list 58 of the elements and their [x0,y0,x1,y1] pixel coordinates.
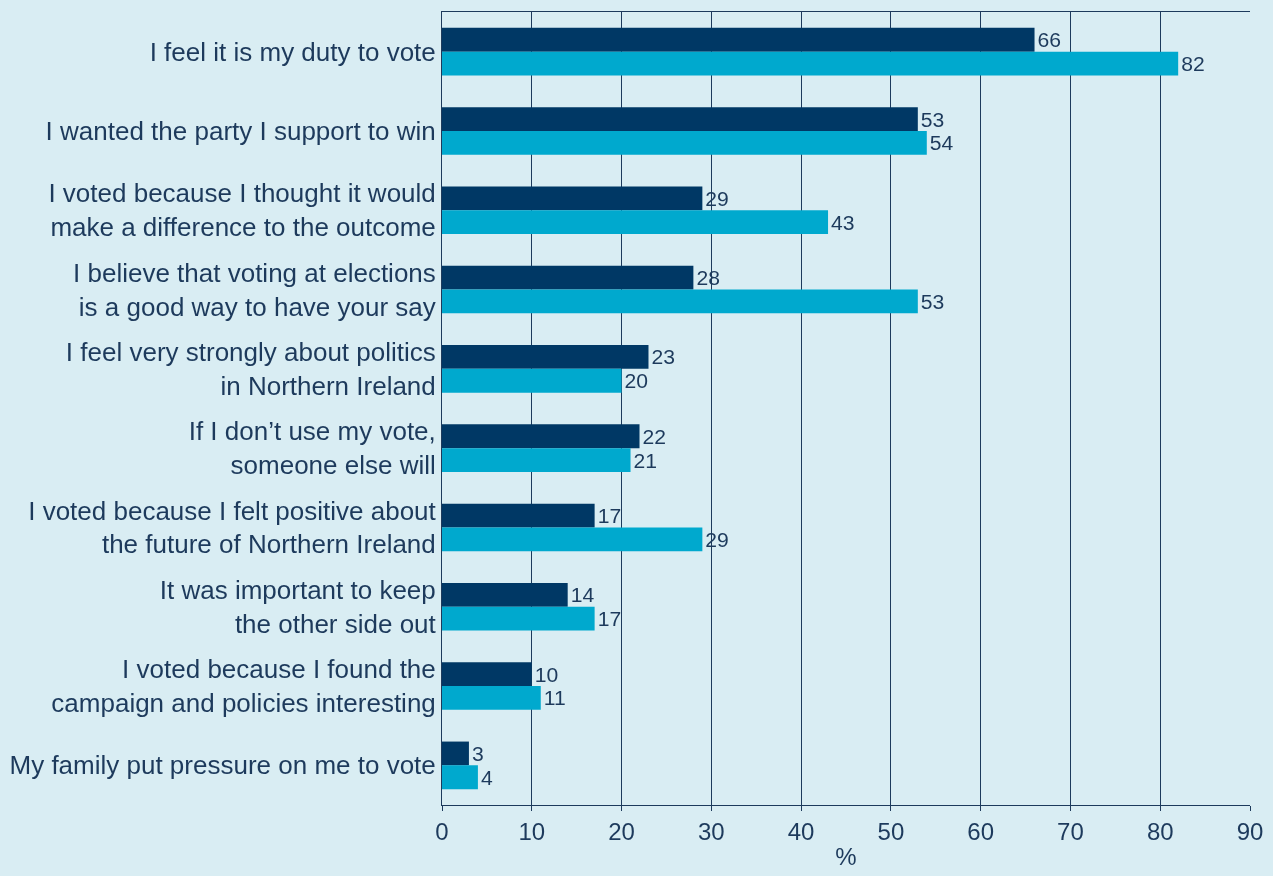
bar [442,345,649,369]
x-axis-title: % [835,843,857,871]
bar [442,424,640,449]
bar [442,51,1179,76]
bar [442,527,703,552]
x-tick-label: 30 [697,817,725,845]
x-tick-label: 80 [1146,817,1174,845]
bar [442,741,469,766]
bar [442,582,568,607]
y-tick-label: I wanted the party I support to win [45,116,436,147]
x-tick-label: 70 [1057,817,1084,845]
data-label: 20 [624,369,649,393]
data-label: 82 [1181,52,1205,76]
bar [442,448,631,472]
bar [442,662,532,687]
data-label: 22 [642,424,667,448]
data-label: 17 [597,607,622,631]
x-tick-label: 50 [877,817,905,845]
bar [442,368,622,393]
data-label: 4 [480,765,493,789]
y-tick-label: My family put pressure on me to vote [9,750,436,781]
y-tick-label: I feel it is my duty to vote [149,36,436,67]
x-tick-label: 10 [518,817,546,845]
data-label: 14 [570,583,595,607]
bar [442,186,703,211]
bar [442,27,1035,52]
bar [442,503,595,528]
y-tick-label: If I don’t use my vote, someone else will [188,416,436,481]
y-tick-label: I voted because I thought it would make a difference to the outcome [48,178,436,243]
data-label: 43 [831,210,855,234]
y-tick-label: I voted because I felt positive about the future of Northern Ireland [28,495,437,560]
data-label: 21 [633,448,658,472]
x-tick-label: 60 [967,817,995,845]
data-label: 66 [1037,28,1062,52]
y-tick-label: I feel very strongly about politics in Northern Ireland [65,337,436,401]
bar [442,765,478,790]
data-label: 53 [920,107,945,131]
data-label: 23 [651,345,675,369]
y-tick-label: It was important to keep the other side out [159,574,437,639]
data-label: 53 [920,289,945,313]
x-tick-label: 40 [787,817,815,845]
x-tick-label: 90 [1236,817,1264,845]
y-tick-label: I voted because I found the campaign and policies interesting [51,654,436,719]
bar [442,686,541,710]
data-label: 3 [471,741,484,765]
x-tick-label: 20 [608,817,635,845]
bar [442,606,595,631]
bar [442,289,918,314]
bar [442,107,918,131]
data-label: 11 [543,686,566,710]
data-label: 17 [597,504,622,528]
bar [442,210,829,235]
data-label: 54 [929,131,954,155]
data-label: 10 [534,662,559,686]
x-tick-label: 0 [435,817,449,845]
bar [442,265,694,290]
bar [442,130,927,155]
y-tick-label: I believe that voting at elections is a good way to have your say [73,257,436,322]
